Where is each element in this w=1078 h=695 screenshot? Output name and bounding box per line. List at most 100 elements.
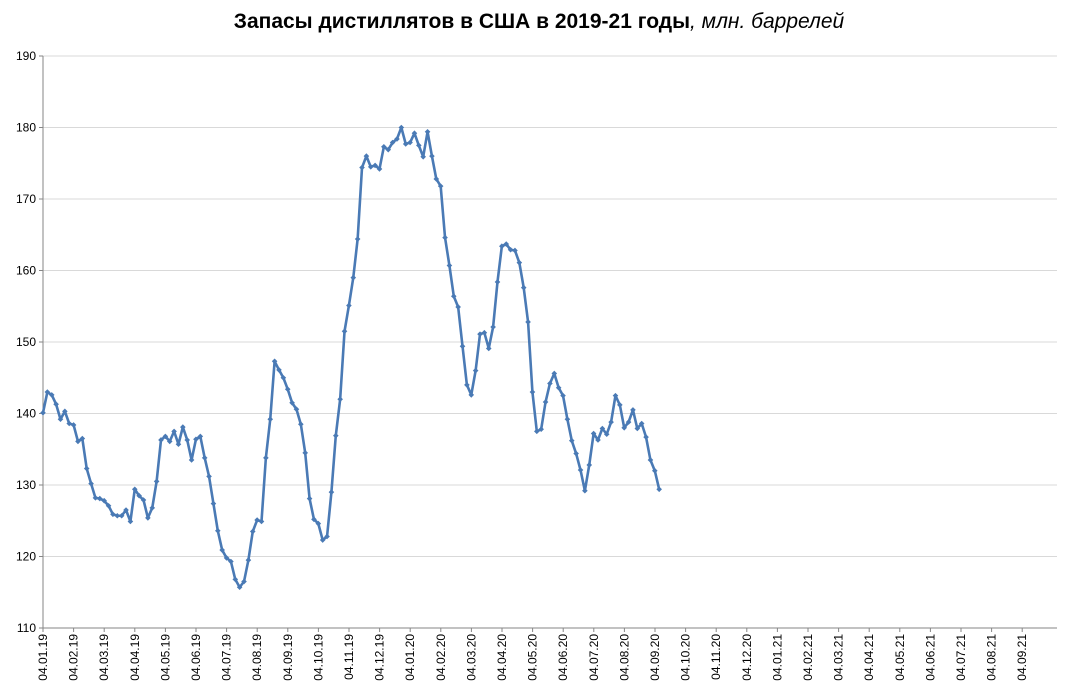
data-point (206, 473, 212, 480)
data-point (210, 500, 217, 507)
data-point (450, 293, 457, 300)
data-point (289, 399, 295, 406)
data-point (617, 402, 623, 408)
data-point (153, 478, 160, 485)
x-tick-label: 04.03.21 (832, 634, 846, 681)
data-point (298, 421, 304, 428)
data-point (284, 386, 291, 392)
data-point (407, 139, 413, 146)
y-tick-label: 110 (17, 621, 36, 635)
data-point (442, 234, 448, 241)
data-point (367, 164, 374, 170)
data-point (529, 389, 536, 395)
data-point (625, 419, 632, 425)
y-tick-label: 150 (16, 335, 36, 349)
x-tick-label: 04.10.20 (679, 634, 693, 681)
data-point (520, 284, 527, 291)
x-tick-label: 04.01.21 (770, 634, 784, 681)
data-point (127, 518, 134, 525)
x-tick-label: 04.08.19 (250, 634, 264, 681)
data-point (232, 576, 239, 583)
data-point (258, 518, 265, 525)
data-point (446, 262, 453, 269)
data-point (263, 455, 269, 461)
data-point (40, 409, 46, 416)
chart-title-main: Запасы дистиллятов в США в 2019-21 годы (233, 10, 691, 33)
data-point (328, 489, 335, 495)
data-point (53, 401, 59, 407)
data-point (485, 345, 492, 352)
data-point (337, 396, 343, 402)
data-point (354, 236, 361, 242)
data-point (79, 435, 86, 442)
data-point (215, 527, 221, 534)
data-point (424, 128, 431, 135)
y-tick-label: 120 (16, 550, 36, 564)
data-point (647, 457, 654, 463)
data-point (568, 437, 575, 444)
data-point (433, 176, 440, 182)
data-point (44, 389, 51, 395)
data-point (564, 416, 571, 423)
data-point (490, 324, 496, 330)
data-point (162, 433, 169, 440)
data-series (40, 124, 662, 591)
data-point (634, 425, 641, 432)
x-tick-label: 04.05.21 (893, 634, 907, 681)
x-tick-label: 04.07.21 (954, 634, 968, 681)
data-point (621, 425, 628, 431)
x-tick-label: 04.01.20 (403, 634, 417, 681)
data-point (464, 382, 470, 388)
data-point (472, 367, 479, 374)
data-point (503, 241, 510, 247)
data-point (416, 142, 422, 149)
data-point (184, 437, 191, 443)
axes (39, 55, 1057, 632)
data-point (118, 512, 125, 519)
data-point (525, 319, 531, 325)
data-point (149, 505, 156, 511)
chart-title: Запасы дистиллятов в США в 2019-21 годы,… (0, 10, 1078, 34)
x-tick-label: 04.02.21 (801, 634, 815, 681)
data-point (350, 274, 357, 281)
x-tick-label: 04.09.20 (648, 634, 662, 681)
x-tick-label: 04.01.19 (36, 634, 50, 681)
data-point (542, 399, 549, 405)
data-point (459, 343, 466, 350)
x-tick-label: 04.02.20 (434, 634, 448, 681)
data-point (175, 441, 182, 448)
x-tick-label: 04.08.20 (617, 634, 631, 681)
data-point (123, 507, 129, 513)
data-point (83, 465, 90, 472)
data-point (324, 533, 330, 540)
y-tick-label: 190 (16, 49, 36, 63)
data-point (131, 486, 138, 493)
data-point (271, 358, 278, 365)
x-tick-label: 04.03.19 (97, 634, 111, 681)
data-point (363, 153, 370, 159)
data-point (315, 520, 322, 527)
data-point (538, 426, 544, 433)
series-line (41, 126, 661, 589)
data-point (75, 438, 81, 445)
x-tick-label: 04.03.20 (464, 634, 478, 681)
data-point (136, 492, 142, 499)
data-point (197, 433, 204, 440)
data-point (420, 154, 426, 160)
data-point (293, 406, 300, 413)
data-point (468, 392, 475, 398)
data-point (62, 408, 68, 415)
data-point (57, 416, 64, 423)
data-point (66, 420, 73, 427)
data-point (481, 329, 488, 336)
data-point (219, 547, 225, 553)
data-point (398, 124, 405, 131)
x-tick-label: 04.06.21 (923, 634, 937, 681)
data-point (638, 420, 645, 427)
data-point (341, 328, 348, 335)
data-point (612, 392, 619, 399)
data-point (411, 130, 418, 137)
y-tick-label: 170 (16, 192, 36, 206)
data-point (534, 428, 540, 435)
